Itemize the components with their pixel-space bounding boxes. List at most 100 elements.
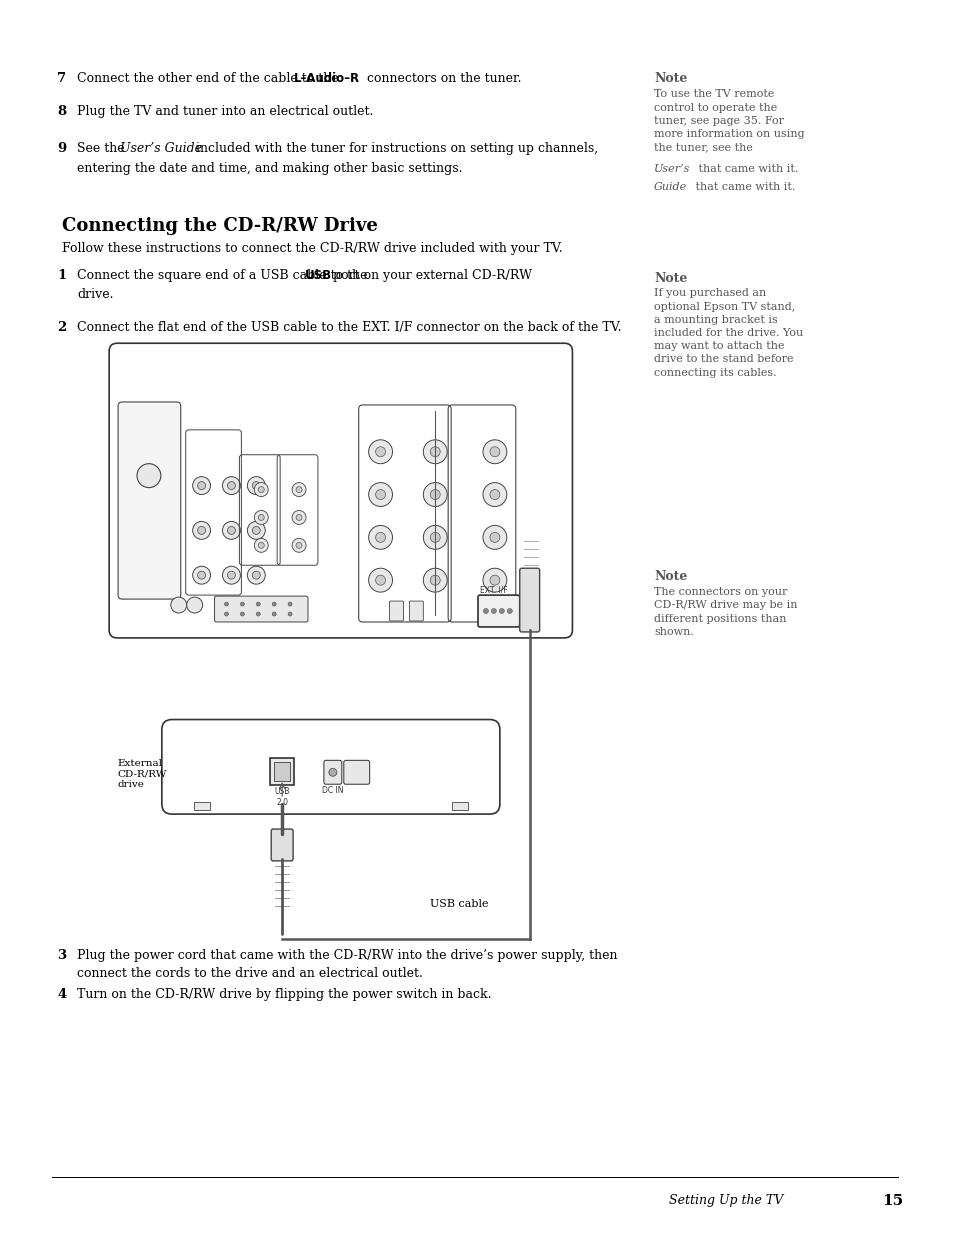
Text: 9: 9 [57, 142, 67, 156]
Circle shape [254, 510, 268, 525]
Bar [452, 803, 468, 810]
Circle shape [227, 482, 235, 489]
Circle shape [375, 447, 385, 457]
Circle shape [288, 613, 292, 616]
Circle shape [222, 477, 240, 494]
Text: connectors on the tuner.: connectors on the tuner. [362, 73, 520, 85]
Circle shape [137, 463, 161, 488]
Circle shape [240, 613, 244, 616]
Circle shape [491, 609, 496, 614]
Text: Connect the flat end of the USB cable to the EXT. I/F connector on the back of t: Connect the flat end of the USB cable to… [77, 321, 621, 335]
Circle shape [375, 489, 385, 499]
Circle shape [272, 603, 275, 606]
Circle shape [256, 603, 260, 606]
FancyBboxPatch shape [214, 597, 308, 622]
Circle shape [368, 483, 392, 506]
Text: The connectors on your
CD-R/RW drive may be in
different positions than
shown.: The connectors on your CD-R/RW drive may… [653, 587, 797, 637]
Text: User’s: User’s [653, 164, 690, 174]
FancyBboxPatch shape [389, 601, 403, 621]
Text: Plug the TV and tuner into an electrical outlet.: Plug the TV and tuner into an electrical… [77, 105, 374, 119]
Circle shape [240, 603, 244, 606]
Text: Guide: Guide [653, 182, 686, 191]
Text: port on your external CD-R/RW: port on your external CD-R/RW [329, 268, 532, 282]
FancyBboxPatch shape [409, 601, 423, 621]
Text: 4: 4 [57, 988, 67, 1002]
Circle shape [423, 568, 447, 592]
Text: User’s Guide: User’s Guide [120, 142, 202, 156]
Text: that came with it.: that came with it. [691, 182, 794, 191]
FancyBboxPatch shape [118, 401, 180, 599]
Circle shape [482, 483, 506, 506]
Circle shape [423, 525, 447, 550]
Circle shape [256, 613, 260, 616]
Circle shape [368, 525, 392, 550]
Text: Note: Note [653, 571, 686, 583]
Circle shape [295, 515, 302, 520]
Circle shape [258, 487, 264, 493]
Bar [193, 803, 210, 810]
Circle shape [482, 525, 506, 550]
Circle shape [197, 526, 206, 535]
Circle shape [423, 483, 447, 506]
FancyBboxPatch shape [343, 761, 369, 784]
Circle shape [258, 515, 264, 520]
Circle shape [490, 532, 499, 542]
Text: entering the date and time, and making other basic settings.: entering the date and time, and making o… [77, 162, 462, 175]
Circle shape [292, 538, 306, 552]
Circle shape [272, 613, 275, 616]
FancyBboxPatch shape [162, 720, 499, 814]
FancyBboxPatch shape [270, 758, 294, 785]
Circle shape [375, 576, 385, 585]
FancyBboxPatch shape [324, 761, 341, 784]
Text: Note: Note [653, 272, 686, 284]
Circle shape [258, 542, 264, 548]
Circle shape [483, 609, 488, 614]
Circle shape [187, 597, 202, 613]
Text: USB
2.0: USB 2.0 [274, 787, 290, 806]
Circle shape [247, 477, 265, 494]
Text: L–Audio–R: L–Audio–R [294, 73, 360, 85]
Text: Turn on the CD-R/RW drive by flipping the power switch in back.: Turn on the CD-R/RW drive by flipping th… [77, 988, 492, 1002]
Circle shape [224, 603, 228, 606]
Text: Setting Up the TV: Setting Up the TV [668, 1194, 782, 1208]
Circle shape [171, 597, 187, 613]
Circle shape [490, 576, 499, 585]
Text: DC IN: DC IN [322, 787, 343, 795]
Circle shape [295, 542, 302, 548]
FancyBboxPatch shape [274, 762, 290, 782]
Circle shape [490, 489, 499, 499]
FancyBboxPatch shape [109, 343, 572, 638]
Text: See the: See the [77, 142, 129, 156]
Circle shape [222, 521, 240, 540]
Text: 8: 8 [57, 105, 67, 119]
Circle shape [252, 572, 260, 579]
Circle shape [288, 603, 292, 606]
Text: drive.: drive. [77, 289, 113, 301]
Text: included with the tuner for instructions on setting up channels,: included with the tuner for instructions… [192, 142, 598, 156]
Text: 1: 1 [57, 268, 67, 282]
Text: Note: Note [653, 73, 686, 85]
Text: that came with it.: that came with it. [694, 164, 798, 174]
Text: EXT. I/F: EXT. I/F [479, 585, 507, 594]
Circle shape [295, 487, 302, 493]
Circle shape [368, 568, 392, 592]
Text: USB: USB [305, 268, 332, 282]
Circle shape [252, 482, 260, 489]
Text: 3: 3 [57, 948, 67, 962]
Circle shape [430, 576, 439, 585]
Circle shape [247, 521, 265, 540]
Circle shape [375, 532, 385, 542]
FancyBboxPatch shape [271, 829, 293, 861]
Circle shape [227, 526, 235, 535]
Circle shape [292, 483, 306, 496]
Circle shape [490, 447, 499, 457]
Circle shape [252, 526, 260, 535]
Circle shape [254, 538, 268, 552]
FancyBboxPatch shape [477, 595, 519, 627]
Circle shape [227, 572, 235, 579]
Text: To use the TV remote
control to operate the
tuner, see page 35. For
more informa: To use the TV remote control to operate … [653, 89, 803, 152]
Circle shape [224, 613, 228, 616]
Text: Connect the other end of the cable to the: Connect the other end of the cable to th… [77, 73, 343, 85]
Text: 7: 7 [57, 73, 67, 85]
Circle shape [423, 440, 447, 463]
